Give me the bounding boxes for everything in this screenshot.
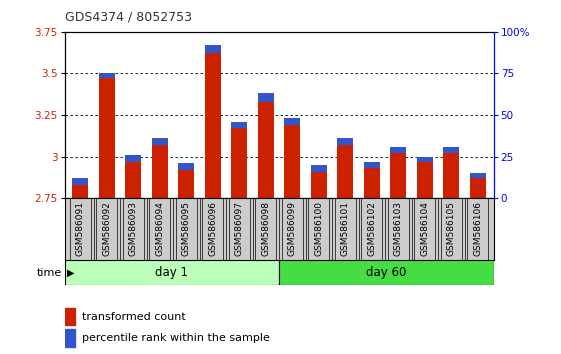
Text: GSM586092: GSM586092 bbox=[103, 201, 112, 256]
Text: GSM586098: GSM586098 bbox=[261, 201, 270, 256]
Text: GSM586097: GSM586097 bbox=[235, 201, 244, 256]
Bar bbox=[364, 162, 380, 168]
Text: GSM586102: GSM586102 bbox=[367, 201, 376, 256]
Bar bbox=[232, 122, 247, 129]
Bar bbox=[126, 162, 141, 198]
Bar bbox=[126, 155, 141, 162]
Bar bbox=[443, 147, 459, 153]
Bar bbox=[65, 329, 75, 347]
Bar bbox=[258, 93, 274, 102]
Bar bbox=[178, 170, 194, 198]
Text: GDS4374 / 8052753: GDS4374 / 8052753 bbox=[65, 11, 191, 24]
Bar bbox=[72, 185, 88, 198]
Bar bbox=[232, 129, 247, 198]
Text: percentile rank within the sample: percentile rank within the sample bbox=[82, 333, 269, 343]
Text: GSM586100: GSM586100 bbox=[314, 201, 323, 256]
Text: GSM586106: GSM586106 bbox=[473, 201, 482, 256]
Bar bbox=[65, 308, 75, 325]
Bar bbox=[178, 163, 194, 170]
Bar bbox=[205, 53, 221, 198]
Bar bbox=[258, 102, 274, 198]
Bar bbox=[99, 73, 115, 79]
Bar bbox=[152, 138, 168, 145]
Bar bbox=[470, 178, 486, 198]
Bar bbox=[72, 178, 88, 185]
Text: GSM586105: GSM586105 bbox=[447, 201, 456, 256]
Bar bbox=[337, 145, 353, 198]
Bar bbox=[65, 260, 279, 285]
Text: GSM586091: GSM586091 bbox=[76, 201, 85, 256]
Bar bbox=[470, 173, 486, 178]
Text: GSM586095: GSM586095 bbox=[182, 201, 191, 256]
Text: day 60: day 60 bbox=[366, 266, 407, 279]
Bar bbox=[99, 79, 115, 198]
Bar bbox=[337, 138, 353, 145]
Text: GSM586093: GSM586093 bbox=[129, 201, 138, 256]
Bar bbox=[284, 118, 300, 125]
Bar bbox=[311, 172, 327, 198]
Bar bbox=[443, 153, 459, 198]
Text: time: time bbox=[36, 268, 62, 278]
Bar bbox=[364, 168, 380, 198]
Text: GSM586104: GSM586104 bbox=[420, 201, 429, 256]
Bar bbox=[390, 147, 406, 153]
Text: GSM586103: GSM586103 bbox=[394, 201, 403, 256]
Text: GSM586094: GSM586094 bbox=[155, 201, 164, 256]
Bar bbox=[152, 145, 168, 198]
Text: ▶: ▶ bbox=[67, 268, 75, 278]
Bar bbox=[417, 162, 433, 198]
Bar bbox=[417, 156, 433, 162]
Bar bbox=[279, 260, 494, 285]
Text: GSM586096: GSM586096 bbox=[208, 201, 217, 256]
Bar bbox=[284, 125, 300, 198]
Text: GSM586101: GSM586101 bbox=[341, 201, 350, 256]
Bar bbox=[205, 45, 221, 53]
Text: transformed count: transformed count bbox=[82, 312, 186, 322]
Bar bbox=[311, 165, 327, 172]
Bar bbox=[390, 153, 406, 198]
Text: day 1: day 1 bbox=[155, 266, 188, 279]
Text: GSM586099: GSM586099 bbox=[288, 201, 297, 256]
